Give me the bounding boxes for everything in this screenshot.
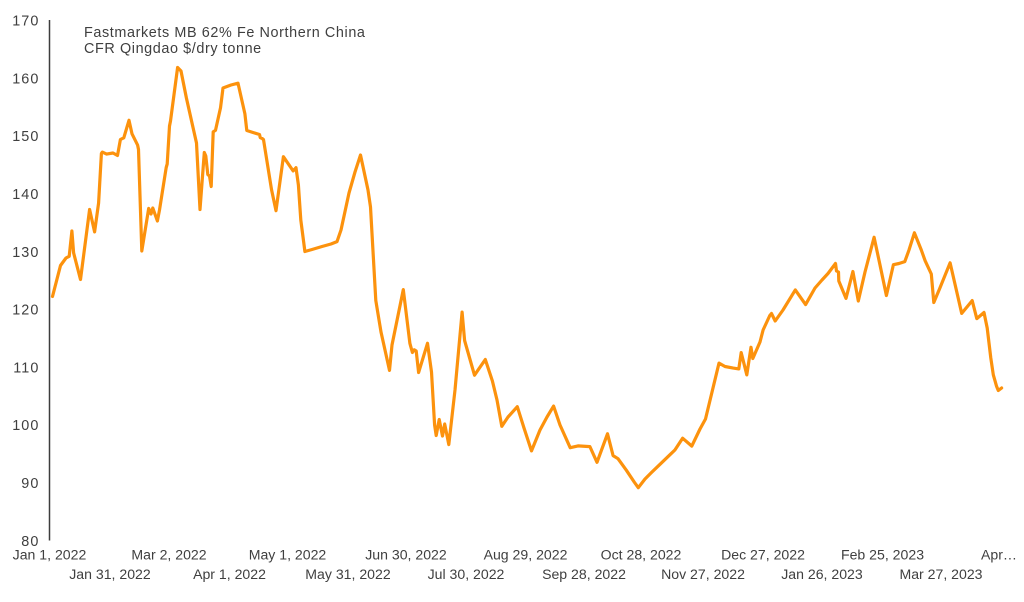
svg-text:Jan 31, 2022: Jan 31, 2022 (69, 566, 151, 582)
svg-text:140: 140 (12, 187, 39, 203)
svg-text:Jan 26, 2023: Jan 26, 2023 (781, 566, 863, 582)
svg-text:CFR Qingdao $/dry tonne: CFR Qingdao $/dry tonne (84, 41, 262, 57)
svg-text:170: 170 (12, 14, 39, 30)
svg-text:160: 160 (12, 71, 39, 87)
svg-text:Feb 25, 2023: Feb 25, 2023 (841, 546, 924, 562)
svg-text:Sep 28, 2022: Sep 28, 2022 (542, 566, 626, 582)
svg-text:Oct 28, 2022: Oct 28, 2022 (601, 546, 682, 562)
svg-text:Jul 30, 2022: Jul 30, 2022 (428, 566, 505, 582)
svg-text:Nov 27, 2022: Nov 27, 2022 (661, 566, 745, 582)
svg-text:May 1, 2022: May 1, 2022 (249, 546, 327, 562)
svg-text:150: 150 (12, 129, 39, 145)
svg-text:90: 90 (21, 476, 39, 492)
svg-text:80: 80 (21, 534, 39, 550)
svg-text:May 31, 2022: May 31, 2022 (305, 566, 391, 582)
svg-text:130: 130 (12, 245, 39, 261)
svg-text:Mar 27, 2023: Mar 27, 2023 (899, 566, 982, 582)
svg-text:110: 110 (13, 360, 39, 376)
svg-text:Jun 30, 2022: Jun 30, 2022 (365, 546, 447, 562)
svg-text:Apr 1, 2022: Apr 1, 2022 (193, 566, 266, 582)
svg-text:Aug 29, 2022: Aug 29, 2022 (484, 546, 568, 562)
svg-text:Apr…: Apr… (981, 546, 1017, 562)
svg-text:Fastmarkets MB 62% Fe Northern: Fastmarkets MB 62% Fe Northern China (84, 25, 366, 41)
svg-text:Jan 1, 2022: Jan 1, 2022 (13, 546, 87, 562)
svg-text:Dec 27, 2022: Dec 27, 2022 (721, 546, 805, 562)
svg-text:100: 100 (12, 418, 39, 434)
svg-text:Mar 2, 2022: Mar 2, 2022 (131, 546, 206, 562)
svg-text:120: 120 (12, 303, 39, 319)
